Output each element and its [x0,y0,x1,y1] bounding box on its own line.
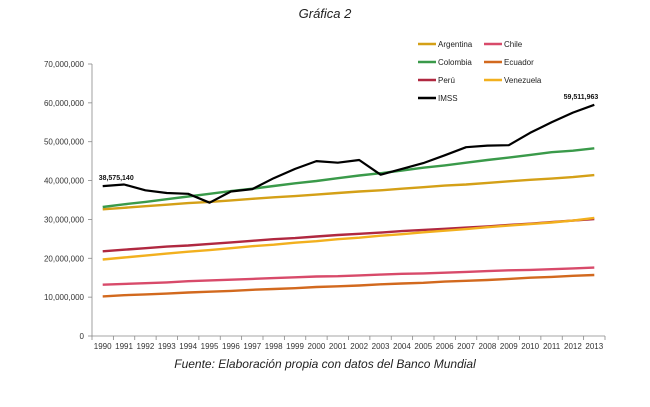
x-tick-label: 2001 [329,342,347,351]
x-tick-label: 2012 [564,342,582,351]
legend-label-colombia: Colombia [438,58,472,67]
x-tick-label: 2008 [479,342,497,351]
data-label: 59,511,963 [564,94,599,101]
legend-label-ecuador: Ecuador [504,58,534,67]
x-tick-label: 2005 [414,342,432,351]
legend-label-imss: IMSS [438,94,458,103]
x-tick-label: 2006 [436,342,454,351]
series-line-venezuela [102,216,595,261]
data-label: 38,575,140 [99,175,134,182]
x-tick-label: 2013 [585,342,603,351]
x-tick-label: 1999 [286,342,304,351]
series-line-imss [102,103,595,204]
x-tick-label: 1990 [94,342,112,351]
x-tick-label: 2004 [393,342,411,351]
x-tick-label: 1993 [158,342,176,351]
y-tick-label: 40,000,000 [44,177,85,186]
legend-label-chile: Chile [504,40,523,49]
x-tick-label: 2002 [350,342,368,351]
y-tick-label: 70,000,000 [44,60,85,69]
x-tick-label: 1995 [201,342,219,351]
x-tick-label: 2003 [372,342,390,351]
x-tick-label: 1997 [243,342,261,351]
x-tick-label: 1991 [115,342,133,351]
x-tick-label: 1998 [265,342,283,351]
y-tick-label: 10,000,000 [44,293,85,302]
x-tick-label: 2010 [521,342,539,351]
y-tick-label: 20,000,000 [44,254,85,263]
legend-label-per-: Perú [438,76,455,85]
y-tick-label: 60,000,000 [44,99,85,108]
series-line-chile [102,266,595,286]
x-tick-label: 1992 [137,342,155,351]
x-tick-label: 2000 [308,342,326,351]
chart-title: Gráfica 2 [298,6,352,21]
y-tick-label: 50,000,000 [44,138,85,147]
legend-label-argentina: Argentina [438,40,473,49]
y-tick-label: 0 [80,332,85,341]
series-line-argentina [102,173,595,211]
x-tick-label: 1996 [222,342,240,351]
x-tick-label: 1994 [179,342,197,351]
source-caption: Fuente: Elaboración propia con datos del… [174,357,476,371]
x-tick-label: 2009 [500,342,518,351]
x-tick-label: 2007 [457,342,475,351]
y-tick-label: 30,000,000 [44,215,85,224]
series-line-colombia [102,147,595,209]
series-line-ecuador [102,273,595,298]
x-tick-label: 2011 [543,342,561,351]
legend-label-venezuela: Venezuela [504,76,542,85]
